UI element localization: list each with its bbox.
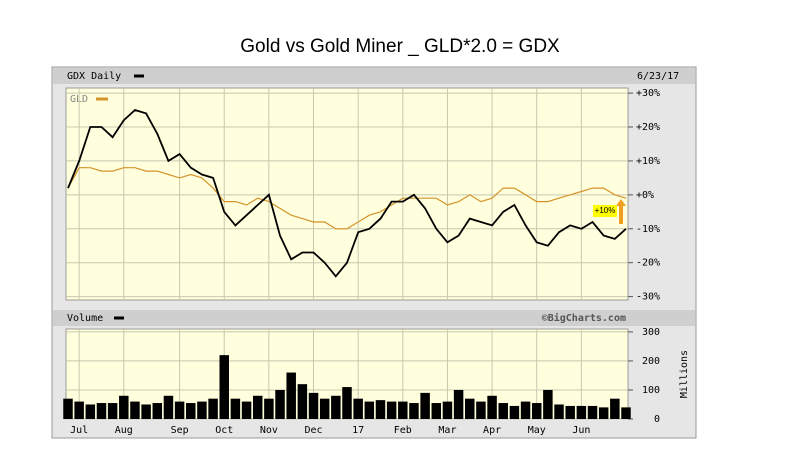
volume-bar <box>610 398 620 419</box>
volume-bar <box>364 401 375 419</box>
volume-bar <box>342 387 352 419</box>
volume-bar <box>286 372 296 419</box>
volume-bar <box>241 401 252 419</box>
legend-gdx: GDX Daily <box>67 71 121 82</box>
x-tick-label: Jul <box>70 425 88 436</box>
volume-bar <box>63 398 73 419</box>
volume-bar <box>398 401 408 419</box>
y-tick-label: +10% <box>636 156 660 167</box>
volume-bar <box>252 395 263 419</box>
volume-bar <box>219 355 229 419</box>
volume-bar <box>386 401 397 419</box>
x-tick-label: Feb <box>394 425 412 436</box>
annotation-box <box>593 205 617 217</box>
x-tick-label: Apr <box>483 425 501 436</box>
volume-bar <box>487 395 497 419</box>
volume-bar <box>431 403 442 419</box>
x-tick-label: May <box>528 425 546 436</box>
volume-bar <box>476 401 486 419</box>
volume-header <box>53 310 695 326</box>
volume-bar <box>275 389 285 419</box>
y-tick-label: -30% <box>636 292 660 303</box>
annotation-arrow <box>616 199 626 206</box>
volume-bar <box>197 401 207 419</box>
y-tick-label: +30% <box>636 88 660 99</box>
volume-bar <box>375 400 386 419</box>
x-tick-label: Mar <box>438 425 456 436</box>
volume-bar <box>465 398 475 419</box>
volume-bar <box>509 405 520 419</box>
volume-layer: Jul Aug Sep Oct Nov Dec 17 Feb Mar Apr May Jun 0 100 2… <box>63 327 660 436</box>
y-tick-label: 100 <box>642 385 660 396</box>
y-tick-label: 200 <box>642 356 660 367</box>
volume-bar <box>74 401 84 419</box>
volume-bar <box>353 398 363 419</box>
x-tick-label: 17 <box>352 425 364 436</box>
volume-bar <box>621 407 631 419</box>
y-tick-label: +20% <box>636 122 660 133</box>
y-tick-label: +0% <box>636 190 654 201</box>
price-layer: +30% +20% +10% +0% -10% -20% -30% <box>66 88 660 303</box>
volume-bar <box>96 403 107 419</box>
volume-bar <box>107 403 118 419</box>
volume-bar <box>119 395 129 419</box>
volume-bar <box>565 405 575 419</box>
x-tick-label: Jun <box>572 425 590 436</box>
volume-bar <box>420 392 430 419</box>
volume-bar <box>598 407 609 419</box>
volume-bar <box>554 404 564 419</box>
annotation-arrow <box>619 205 623 224</box>
volume-bar <box>297 384 308 419</box>
volume-bar <box>319 398 330 419</box>
x-tick-label: Aug <box>115 425 133 436</box>
series-line <box>67 167 627 230</box>
volume-bar <box>531 403 542 419</box>
volume-bar <box>409 403 419 419</box>
volume-bar <box>130 401 140 419</box>
date: 6/23/17 <box>637 71 679 82</box>
x-tick-label: Dec <box>304 425 322 436</box>
legend-volume: Volume <box>67 313 103 324</box>
x-tick-label: Oct <box>215 425 233 436</box>
price-header <box>53 68 695 84</box>
volume-bar <box>442 401 453 419</box>
volume-bar <box>152 403 163 419</box>
x-tick-label: Nov <box>260 425 278 436</box>
volume-bar <box>174 401 185 419</box>
volume-bar <box>141 404 151 419</box>
volume-bar <box>543 389 553 419</box>
y-tick-label: -10% <box>636 224 660 235</box>
volume-bar <box>308 392 319 419</box>
volume-bar <box>576 405 587 419</box>
volume-bar <box>264 398 274 419</box>
volume-bar <box>208 398 218 419</box>
chart-title: Gold vs Gold Miner _ GLD*2.0 = GDX <box>240 36 560 57</box>
y-axis-label: Millions <box>679 350 690 398</box>
volume-bar <box>520 401 531 419</box>
price-plot <box>65 87 629 301</box>
y-tick-label: 0 <box>654 414 660 425</box>
series-line <box>67 108 627 278</box>
x-tick-label: Sep <box>171 425 189 436</box>
annotation: +10% <box>595 206 616 215</box>
volume-bar <box>498 403 508 419</box>
y-tick-label: -20% <box>636 258 660 269</box>
volume-bar <box>85 404 96 419</box>
volume-bar <box>453 389 464 419</box>
volume-bar <box>163 395 174 419</box>
volume-bar <box>230 398 241 419</box>
volume-bar <box>186 403 196 419</box>
volume-bar <box>331 395 341 419</box>
y-tick-label: 300 <box>642 327 660 338</box>
volume-bar <box>587 405 598 419</box>
source: ©BigCharts.com <box>542 312 626 324</box>
